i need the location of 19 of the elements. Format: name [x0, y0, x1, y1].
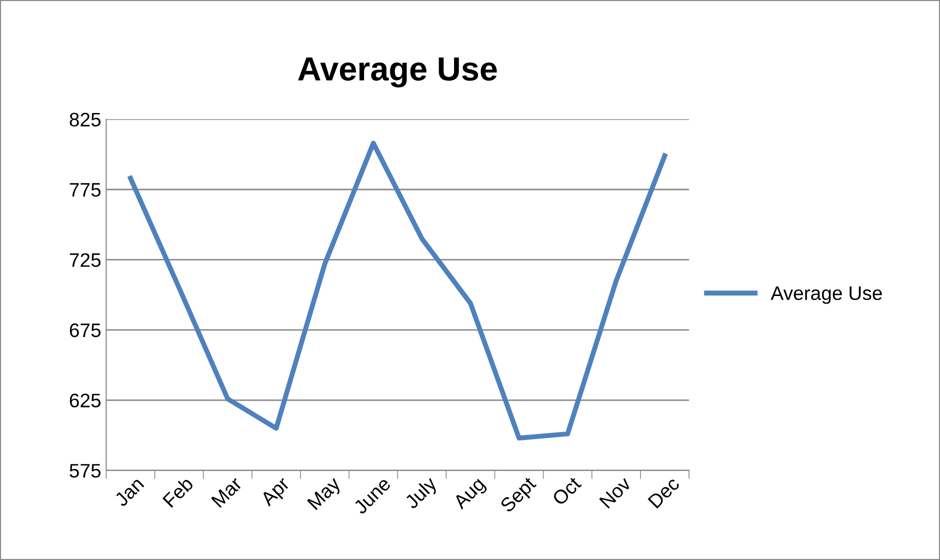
y-tick-label: 625 — [70, 394, 101, 408]
x-tick-label: Mar — [211, 476, 243, 508]
x-tick-label: Dec — [648, 476, 680, 509]
x-tick-label: Apr — [260, 476, 294, 510]
x-tick-label: Feb — [162, 476, 194, 508]
x-tick-label: Jan — [114, 476, 144, 508]
legend-label: Average Use — [770, 286, 882, 304]
x-tick-label: Oct — [552, 476, 582, 506]
x-tick-label: Nov — [599, 476, 632, 509]
chart-title: Average Use — [298, 57, 497, 88]
line-series — [128, 140, 668, 441]
y-tick-label: 675 — [70, 323, 101, 338]
x-tick-label: July — [403, 475, 441, 512]
y-tick-label: 825 — [70, 112, 101, 127]
y-tick-label: 775 — [70, 183, 101, 197]
x-tick-label: Aug — [452, 476, 488, 513]
x-tick-label: May — [307, 476, 344, 513]
y-tick-label: 575 — [70, 464, 101, 478]
y-tick-label: 725 — [70, 253, 101, 267]
